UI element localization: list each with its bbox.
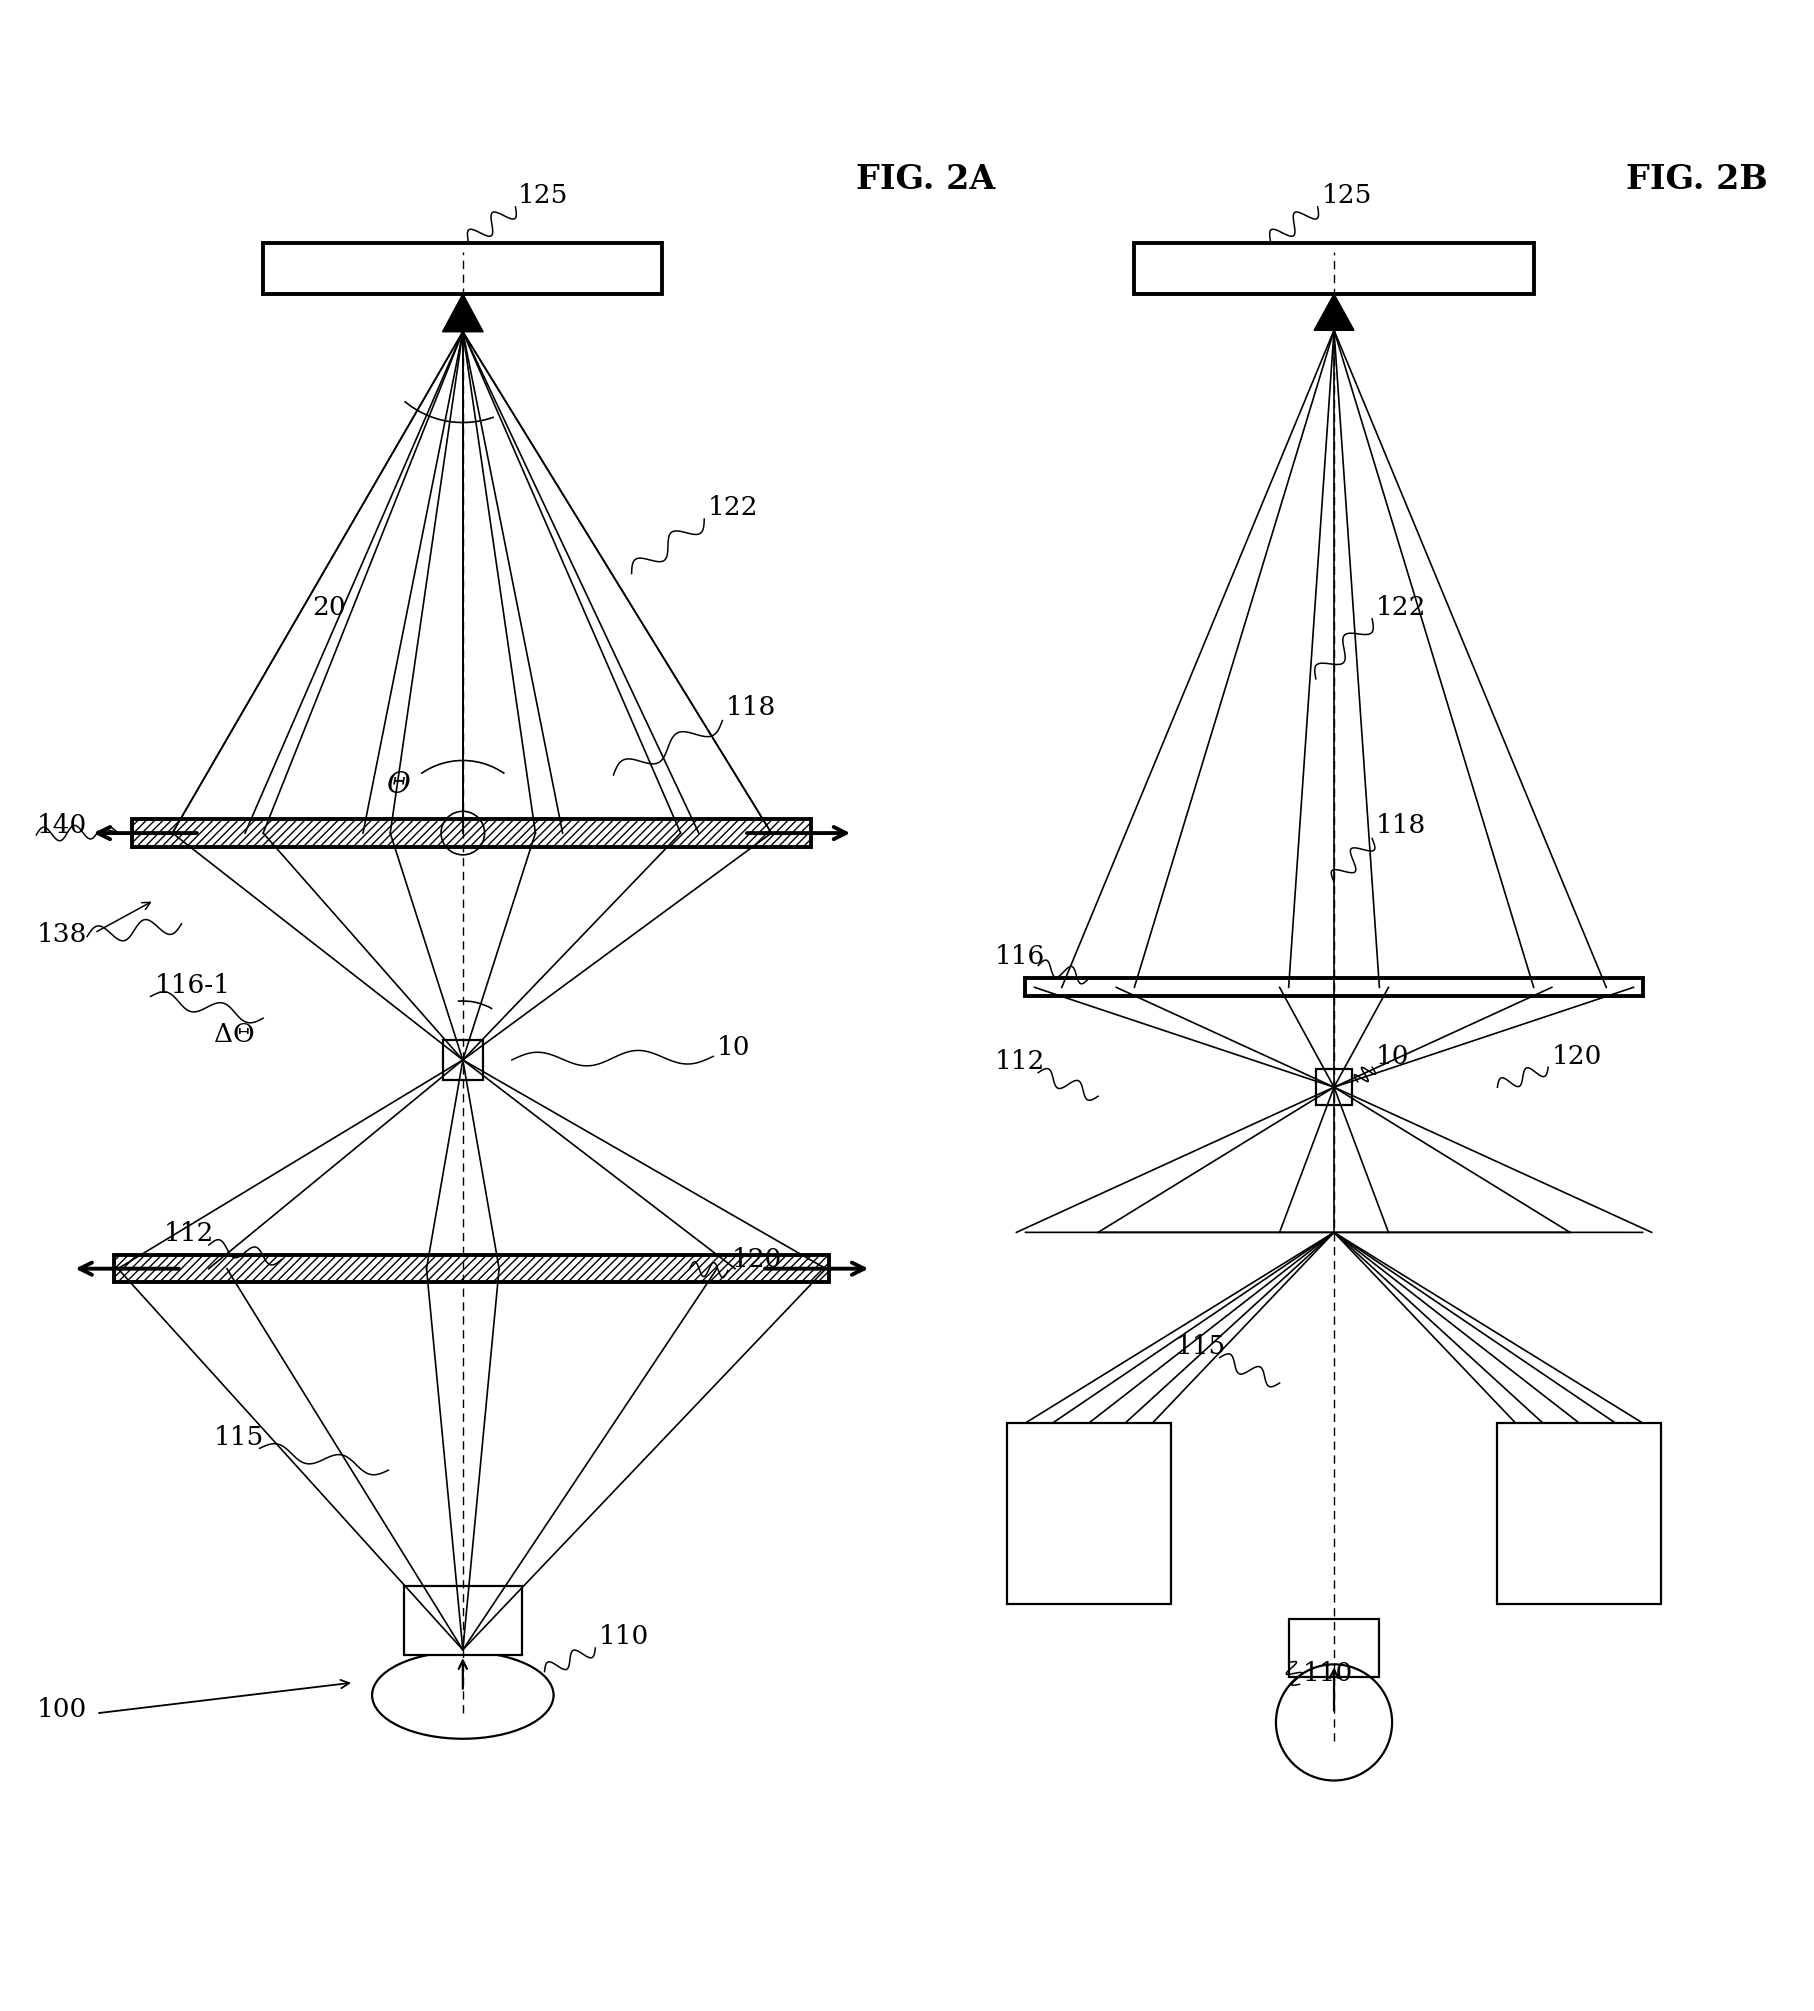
Text: 116: 116 xyxy=(994,943,1045,969)
Bar xyxy=(114,1255,829,1283)
Text: Θ: Θ xyxy=(386,770,410,798)
Text: 110: 110 xyxy=(599,1625,649,1649)
Text: 116-1: 116-1 xyxy=(154,973,230,997)
Text: 10: 10 xyxy=(1375,1044,1408,1068)
Bar xyxy=(443,1040,483,1080)
Bar xyxy=(1007,1424,1170,1605)
Text: 122: 122 xyxy=(1375,595,1426,619)
Bar xyxy=(1497,1424,1660,1605)
Text: 20: 20 xyxy=(312,595,346,619)
Bar xyxy=(263,243,662,294)
Text: FIG. 2A: FIG. 2A xyxy=(856,163,994,197)
Text: 118: 118 xyxy=(726,696,776,720)
Text: 120: 120 xyxy=(1551,1044,1602,1068)
Text: 115: 115 xyxy=(214,1424,265,1450)
Bar xyxy=(1025,977,1642,995)
Text: FIG. 2B: FIG. 2B xyxy=(1625,163,1767,197)
Text: 115: 115 xyxy=(1175,1333,1226,1359)
Text: 112: 112 xyxy=(163,1221,214,1247)
Text: 118: 118 xyxy=(1375,812,1426,839)
Text: 125: 125 xyxy=(1321,183,1371,209)
Text: 100: 100 xyxy=(36,1697,87,1721)
Text: 122: 122 xyxy=(707,495,758,521)
Text: 140: 140 xyxy=(36,812,87,839)
Text: 125: 125 xyxy=(517,183,568,209)
Text: 110: 110 xyxy=(1302,1661,1353,1685)
Bar xyxy=(403,1587,522,1655)
Text: 138: 138 xyxy=(36,921,87,947)
Text: ΔΘ: ΔΘ xyxy=(214,1022,254,1048)
Polygon shape xyxy=(1313,294,1353,330)
Text: 120: 120 xyxy=(731,1247,782,1271)
Bar xyxy=(132,818,811,847)
Polygon shape xyxy=(443,294,483,332)
Text: 10: 10 xyxy=(717,1034,749,1060)
Bar xyxy=(1288,1619,1379,1677)
Bar xyxy=(1134,243,1533,294)
Bar xyxy=(1315,1070,1351,1106)
Text: 112: 112 xyxy=(994,1050,1045,1074)
